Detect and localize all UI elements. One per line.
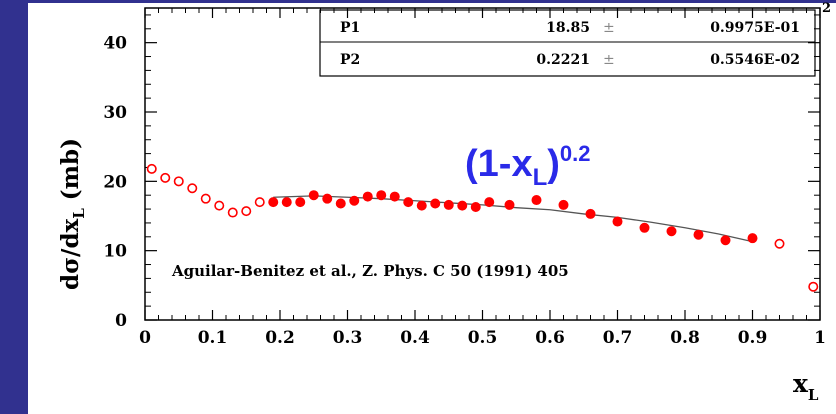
fit-label-exp: 0.2 bbox=[560, 141, 591, 166]
fit-label-main: (1-x bbox=[465, 143, 533, 185]
y-axis-title-main: dσ/dx bbox=[57, 218, 84, 290]
x-tick-label: 0.3 bbox=[333, 328, 363, 348]
x-tick-label: 0.1 bbox=[198, 328, 228, 348]
y-tick-label: 40 bbox=[103, 34, 127, 54]
data-point-open bbox=[774, 238, 785, 249]
x-tick-label: 0.9 bbox=[738, 328, 768, 348]
data-point-filled bbox=[612, 216, 623, 227]
data-point-filled bbox=[720, 235, 731, 246]
data-point-open bbox=[173, 176, 184, 187]
x-tick-label: 0.5 bbox=[468, 328, 498, 348]
data-point-filled bbox=[308, 190, 319, 201]
data-point-open bbox=[241, 206, 252, 217]
data-point-filled bbox=[457, 200, 468, 211]
fit-curve-layer bbox=[273, 195, 753, 243]
stats-p1-name: P1 bbox=[340, 20, 360, 36]
stats-p2-name: P2 bbox=[340, 52, 360, 68]
x-tick-label: 0.4 bbox=[400, 328, 430, 348]
data-point-filled bbox=[747, 233, 758, 244]
y-axis-title: dσ/dxL (mb) bbox=[57, 138, 88, 290]
data-point-filled bbox=[416, 200, 427, 211]
data-point-filled bbox=[639, 222, 650, 233]
data-point-filled bbox=[666, 226, 677, 237]
data-point-filled bbox=[376, 190, 387, 201]
stats-box-frame bbox=[319, 9, 816, 77]
stats-p2-sep: ± bbox=[603, 52, 615, 68]
x-tick-label: 0.8 bbox=[670, 328, 700, 348]
left-decor-band bbox=[0, 0, 28, 414]
y-axis-title-unit: (mb) bbox=[57, 138, 84, 200]
data-point-filled bbox=[349, 195, 360, 206]
data-point-filled bbox=[389, 191, 400, 202]
y-tick-label: 0 bbox=[115, 311, 127, 331]
stats-p1-error: 0.9975E-01 bbox=[710, 20, 800, 36]
stats-p1-sep: ± bbox=[603, 20, 615, 36]
data-point-open bbox=[187, 183, 198, 194]
stats-p1-value: 18.85 bbox=[546, 20, 590, 36]
data-point-filled bbox=[430, 198, 441, 209]
corner-fragment: 2 bbox=[822, 1, 831, 16]
x-axis-title: xL bbox=[793, 369, 819, 404]
data-points-layer bbox=[146, 163, 819, 292]
y-tick-label: 30 bbox=[103, 103, 127, 123]
stats-p2-value: 0.2221 bbox=[536, 52, 590, 68]
reference-annotation: Aguilar-Benitez et al., Z. Phys. C 50 (1… bbox=[171, 262, 569, 280]
x-tick-label: 0 bbox=[139, 328, 151, 348]
y-axis-title-sub: L bbox=[70, 208, 88, 219]
fit-label-close: ) bbox=[547, 143, 560, 185]
y-tick-label: 10 bbox=[103, 242, 127, 262]
data-point-open bbox=[214, 200, 225, 211]
data-point-open bbox=[146, 163, 157, 174]
fit-function-label: (1-xL)0.2 bbox=[465, 141, 591, 191]
fit-label-sub: L bbox=[533, 164, 548, 191]
x-tick-label: 0.7 bbox=[603, 328, 633, 348]
data-point-filled bbox=[693, 229, 704, 240]
data-point-filled bbox=[484, 197, 495, 208]
x-tick-label: 0.6 bbox=[535, 328, 565, 348]
data-point-filled bbox=[504, 199, 515, 210]
data-point-open bbox=[200, 193, 211, 204]
data-point-filled bbox=[322, 193, 333, 204]
data-point-filled bbox=[281, 197, 292, 208]
data-point-open bbox=[160, 172, 171, 183]
data-point-filled bbox=[470, 201, 481, 212]
stats-p2-error: 0.5546E-02 bbox=[710, 52, 800, 68]
data-point-filled bbox=[558, 199, 569, 210]
data-point-open bbox=[254, 197, 265, 208]
data-point-filled bbox=[295, 197, 306, 208]
x-axis-title-sub: L bbox=[808, 386, 819, 404]
y-tick-label: 20 bbox=[103, 172, 127, 192]
data-point-open bbox=[808, 281, 819, 292]
data-point-filled bbox=[585, 208, 596, 219]
x-tick-label: 1 bbox=[814, 328, 826, 348]
stats-box: P1 18.85 ± 0.9975E-01 P2 0.2221 ± 0.5546… bbox=[319, 9, 816, 77]
data-point-filled bbox=[403, 197, 414, 208]
top-decor-band bbox=[0, 0, 836, 3]
fit-curve-line bbox=[273, 195, 753, 243]
x-axis-title-main: x bbox=[793, 369, 809, 398]
data-point-open bbox=[227, 207, 238, 218]
data-point-filled bbox=[268, 197, 279, 208]
x-tick-label: 0.2 bbox=[265, 328, 295, 348]
data-point-filled bbox=[443, 199, 454, 210]
data-point-filled bbox=[531, 195, 542, 206]
data-point-filled bbox=[362, 191, 373, 202]
data-point-filled bbox=[335, 198, 346, 209]
